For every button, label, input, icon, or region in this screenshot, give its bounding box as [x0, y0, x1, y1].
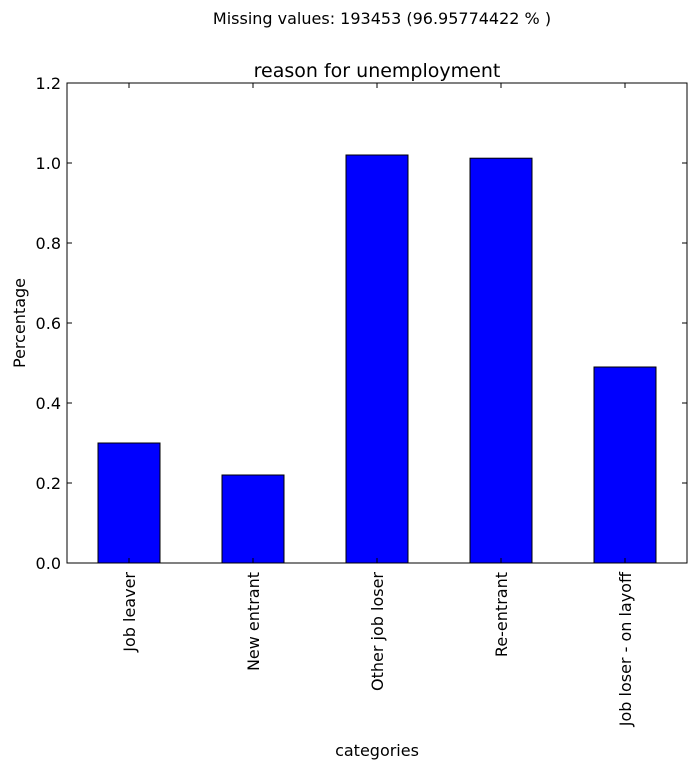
x-tick-label: Job loser - on layoff [616, 571, 635, 727]
x-tick-label: New entrant [244, 572, 263, 671]
y-tick-label: 1.0 [36, 154, 61, 173]
y-tick-label: 0.6 [36, 314, 61, 333]
x-tick-label: Job leaver [120, 572, 139, 653]
bars-layer [97, 154, 657, 564]
y-tick-label: 0.4 [36, 394, 61, 413]
bar [593, 366, 657, 564]
bar [345, 154, 409, 564]
y-tick-label: 0.2 [36, 474, 61, 493]
bar [221, 474, 285, 564]
y-tick-label: 0.0 [36, 554, 61, 573]
y-tick-label: 0.8 [36, 234, 61, 253]
y-axis-label: Percentage [10, 278, 29, 368]
chart-suptitle: Missing values: 193453 (96.95774422 % ) [213, 9, 551, 28]
bar [97, 442, 161, 564]
plot-frame [66, 82, 688, 564]
x-axis-label: categories [335, 741, 419, 760]
ticks-layer: Job leaver New entrant Other job loser Re-e… [36, 74, 687, 727]
bar [469, 157, 533, 564]
chart-title: reason for unemployment [254, 60, 501, 82]
x-tick-label: Re-entrant [492, 572, 511, 657]
x-tick-label: Other job loser [368, 572, 387, 691]
y-tick-label: 1.2 [36, 74, 61, 93]
